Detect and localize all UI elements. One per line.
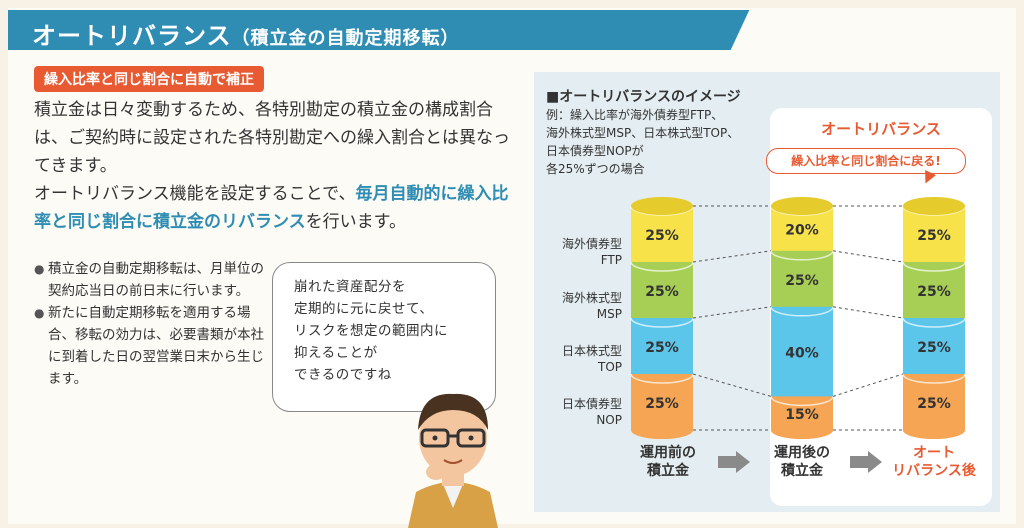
segment-value-label: 25% xyxy=(645,228,679,244)
speech-line: 定期的に元に戻せて、 xyxy=(294,301,434,317)
segment-nop-curve xyxy=(903,430,965,439)
note-text: 積立金の自動定期移転は、月単位の契約応当日の前日末に行います。 xyxy=(48,261,264,299)
row-label-line: MSP xyxy=(596,307,622,321)
page-title: オートリバランス（積立金の自動定期移転） xyxy=(32,16,460,51)
column-label-line: オート xyxy=(913,445,955,461)
column-label-after: 運用後の 積立金 xyxy=(754,444,850,480)
segment-divider xyxy=(902,261,966,272)
column-label-line: 運用前の xyxy=(640,445,696,461)
segment-value-label: 25% xyxy=(645,396,679,412)
connector-line xyxy=(832,373,904,397)
diagram-note-line: 海外株式型MSP、日本株式型TOP、 xyxy=(546,126,740,140)
cylinder-top xyxy=(631,197,693,215)
bullet-icon: ● xyxy=(34,262,45,276)
row-label-line: FTP xyxy=(600,253,622,267)
page-title-main: オートリバランス xyxy=(32,22,232,50)
note-text: 新たに自動定期移転を適用する場合、移転の効力は、必要書類が本社に到着した日の翌営… xyxy=(48,305,264,387)
segment-value-label: 25% xyxy=(917,284,951,300)
row-label-msp: 海外株式型 MSP xyxy=(546,290,622,322)
person-illustration xyxy=(408,393,498,528)
segment-value-label: 20% xyxy=(785,222,819,238)
row-label-line: 海外債券型 xyxy=(561,237,622,251)
segment-divider xyxy=(630,373,694,384)
summary-tag: 繰入比率と同じ割合に自動で補正 xyxy=(34,66,264,92)
cylinder-top xyxy=(771,197,833,215)
speech-line: 崩れた資産配分を xyxy=(294,279,406,295)
row-label-line: 海外株式型 xyxy=(561,291,622,305)
title-bar xyxy=(8,10,750,50)
diagram-note-line: 各25%ずつの場合 xyxy=(546,162,645,176)
description-highlight: 毎月自動的に繰入比率と同じ割合に積立金のリバランス xyxy=(34,184,509,232)
arrow-right-icon xyxy=(736,451,750,473)
notes-list: ● 積立金の自動定期移転は、月単位の契約応当日の前日末に行います。 ● 新たに自動定… xyxy=(34,258,266,390)
description-line-2: オートリバランス機能を設定することで、毎月自動的に繰入比率と同じ割合に積立金のリ… xyxy=(34,180,514,236)
segment-divider xyxy=(770,306,834,317)
column-label-line: 運用後の xyxy=(774,445,830,461)
description-line-1: 積立金は日々変動するため、各特別勘定の積立金の構成割合は、ご契約時に設定された各… xyxy=(34,100,510,176)
cylinder-top xyxy=(903,197,965,215)
row-label-line: TOP xyxy=(597,360,622,374)
rebalance-label: オートリバランス xyxy=(821,120,941,138)
segment-value-label: 25% xyxy=(645,340,679,356)
row-label-line: 日本債券型 xyxy=(561,397,622,411)
diagram-note-line: 例：繰入比率が海外債券型FTP、 xyxy=(546,108,724,122)
connector-line xyxy=(692,250,772,263)
segment-divider xyxy=(630,261,694,272)
column-label-line: 積立金 xyxy=(647,463,689,479)
segment-value-label: 25% xyxy=(917,228,951,244)
row-label-line: 日本株式型 xyxy=(561,344,622,358)
segment-value-label: 25% xyxy=(917,396,951,412)
segment-divider xyxy=(902,373,966,384)
segment-divider xyxy=(630,317,694,328)
arrow-body xyxy=(850,456,870,468)
speech-line: できるのですね xyxy=(294,367,392,383)
diagram-title: ■オートリバランスのイメージ xyxy=(546,89,741,105)
connector-line xyxy=(832,250,904,263)
cylinder-column-1: 25% 25% 25% 25% xyxy=(630,197,694,439)
column-label-line: リバランス後 xyxy=(892,463,976,479)
column-label-before: 運用前の 積立金 xyxy=(620,444,716,480)
description-text-a: オートリバランス機能を設定することで、 xyxy=(34,184,356,204)
column-label-line: 積立金 xyxy=(781,463,823,479)
speech-bubble-text: 崩れた資産配分を 定期的に元に戻せて、 リスクを想定の範囲内に 抑えることが で… xyxy=(294,276,484,386)
arrow-body xyxy=(718,456,738,468)
row-label-line: NOP xyxy=(596,413,622,427)
segment-value-label: 25% xyxy=(917,340,951,356)
cylinder-column-2: 15% 40% 25% 20% xyxy=(770,197,834,439)
cylinder-column-3: 25% 25% 25% 25% xyxy=(902,197,966,439)
connector-line xyxy=(832,306,904,319)
segment-nop-body xyxy=(771,396,833,430)
description-text-b: を行います。 xyxy=(305,212,406,232)
page-title-sub: （積立金の自動定期移転） xyxy=(231,28,460,49)
segment-nop-curve xyxy=(631,430,693,439)
diagram-note: 例：繰入比率が海外債券型FTP、 海外株式型MSP、日本株式型TOP、 日本債券… xyxy=(546,106,746,178)
column-label-rebalanced: オート リバランス後 xyxy=(878,444,990,480)
description-paragraph: 積立金は日々変動するため、各特別勘定の積立金の構成割合は、ご契約時に設定された各… xyxy=(34,96,514,236)
rebalance-callout: 繰入比率と同じ割合に戻る! xyxy=(766,148,966,174)
segment-divider xyxy=(770,396,834,407)
row-label-ftp: 海外債券型 FTP xyxy=(546,236,622,268)
connector-line xyxy=(692,306,772,319)
row-label-top: 日本株式型 TOP xyxy=(546,343,622,375)
connector-line xyxy=(692,373,772,397)
segment-value-label: 15% xyxy=(785,407,819,423)
segment-nop-curve xyxy=(771,430,833,439)
bullet-icon: ● xyxy=(34,306,45,320)
arrow-right-icon xyxy=(868,451,882,473)
diagram-note-line: 日本債券型NOPが xyxy=(546,144,644,158)
row-label-nop: 日本債券型 NOP xyxy=(546,396,622,428)
segment-divider xyxy=(770,250,834,261)
speech-line: 抑えることが xyxy=(294,345,378,361)
segment-value-label: 40% xyxy=(785,346,819,362)
segment-divider xyxy=(902,317,966,328)
speech-line: リスクを想定の範囲内に xyxy=(294,323,448,339)
note-item: ● 新たに自動定期移転を適用する場合、移転の効力は、必要書類が本社に到着した日の翌… xyxy=(34,302,266,390)
speech-bubble xyxy=(272,262,496,412)
note-item: ● 積立金の自動定期移転は、月単位の契約応当日の前日末に行います。 xyxy=(34,258,266,302)
segment-value-label: 25% xyxy=(645,284,679,300)
segment-top-body xyxy=(771,306,833,397)
segment-value-label: 25% xyxy=(785,273,819,289)
